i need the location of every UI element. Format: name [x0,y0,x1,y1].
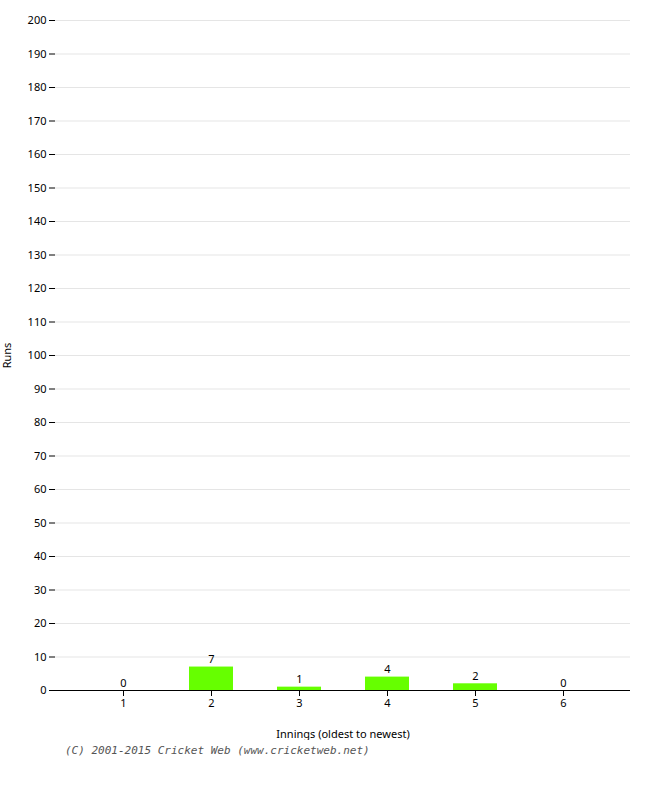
svg-text:100: 100 [28,347,47,362]
svg-text:130: 130 [28,247,47,262]
svg-text:1: 1 [296,671,302,686]
svg-text:3: 3 [296,695,302,710]
svg-text:Innings (oldest to newest): Innings (oldest to newest) [276,726,409,741]
svg-text:60: 60 [34,481,47,496]
svg-text:4: 4 [384,661,391,676]
svg-text:170: 170 [28,113,47,128]
svg-text:120: 120 [28,280,47,295]
svg-text:5: 5 [472,695,478,710]
svg-text:180: 180 [28,79,47,94]
svg-text:110: 110 [28,314,47,329]
svg-text:0: 0 [40,682,46,697]
html-text:(C) 2001-2015 Cricket Web (www: (C) 2001-2015 Cricket Web (www.cricketwe… [65,744,370,757]
svg-text:70: 70 [34,448,47,463]
svg-text:1: 1 [120,695,126,710]
svg-text:0: 0 [120,675,126,690]
svg-text:2: 2 [472,668,478,683]
svg-text:200: 200 [28,12,47,27]
svg-text:4: 4 [384,695,391,710]
svg-text:0: 0 [560,675,566,690]
svg-text:10: 10 [34,649,47,664]
svg-text:7: 7 [208,651,214,666]
svg-text:6: 6 [560,695,566,710]
svg-text:20: 20 [34,615,47,630]
svg-text:2: 2 [208,695,214,710]
svg-text:140: 140 [28,213,47,228]
svg-text:150: 150 [28,180,47,195]
svg-text:90: 90 [34,381,47,396]
svg-text:160: 160 [28,146,47,161]
svg-text:50: 50 [34,515,47,530]
svg-text:Runs: Runs [0,343,14,369]
svg-text:40: 40 [34,548,47,563]
svg-text:190: 190 [28,46,47,61]
svg-text:80: 80 [34,414,47,429]
svg-text:30: 30 [34,582,47,597]
